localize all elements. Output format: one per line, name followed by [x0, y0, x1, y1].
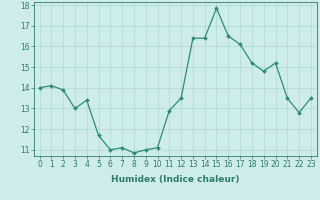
X-axis label: Humidex (Indice chaleur): Humidex (Indice chaleur): [111, 175, 239, 184]
